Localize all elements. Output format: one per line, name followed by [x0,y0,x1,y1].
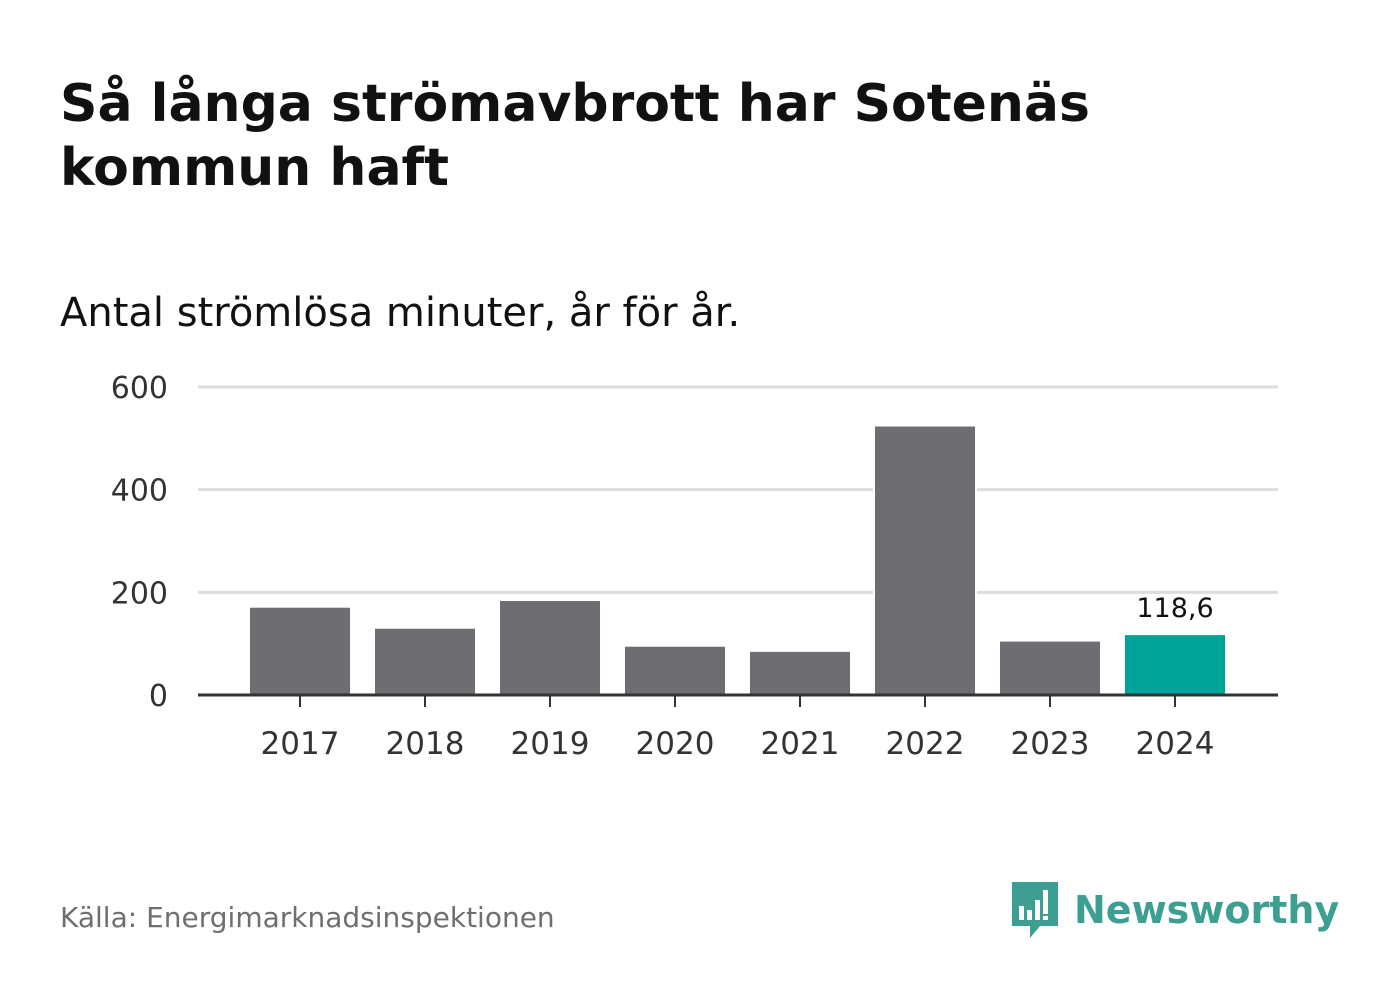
brand-name: Newsworthy [1074,888,1340,932]
bar-2017 [248,605,352,696]
brand-logo: Newsworthy [1010,880,1339,940]
y-tick-label: 200 [111,576,168,611]
data-label-2024: 118,6 [1136,593,1213,624]
x-axis-ticks: 2017 2018 2019 2020 2021 2022 2023 2024 [261,695,1215,762]
source-note: Källa: Energimarknadsinspektionen [60,901,555,934]
y-axis-ticks: 0 200 400 600 [111,371,168,714]
newsworthy-logo-icon [1012,882,1058,938]
chart-subtitle: Antal strömlösa minuter, år för år. [60,290,741,336]
y-tick-label: 400 [111,474,168,509]
chart-title: Så långa strömavbrott har Sotenäs kommun… [60,74,1090,198]
bar-2021 [748,649,852,696]
x-tick-label: 2022 [886,726,965,762]
y-tick-label: 0 [149,679,168,714]
bars [248,424,1227,697]
y-tick-label: 600 [111,371,168,406]
x-tick-label: 2021 [761,726,840,762]
bar-2024 [1123,633,1227,696]
x-tick-label: 2020 [636,726,715,762]
x-tick-label: 2017 [261,726,340,762]
gridlines [198,385,1278,594]
bar-2019 [498,599,602,697]
x-tick-label: 2018 [386,726,465,762]
x-tick-label: 2024 [1136,726,1215,762]
bar-2018 [373,626,477,696]
x-tick-label: 2019 [511,726,590,762]
bar-2020 [623,644,727,696]
x-tick-label: 2023 [1011,726,1090,762]
data-labels: 118,6 [1136,593,1213,624]
bar-2023 [998,639,1102,697]
bar-2022 [873,424,977,696]
